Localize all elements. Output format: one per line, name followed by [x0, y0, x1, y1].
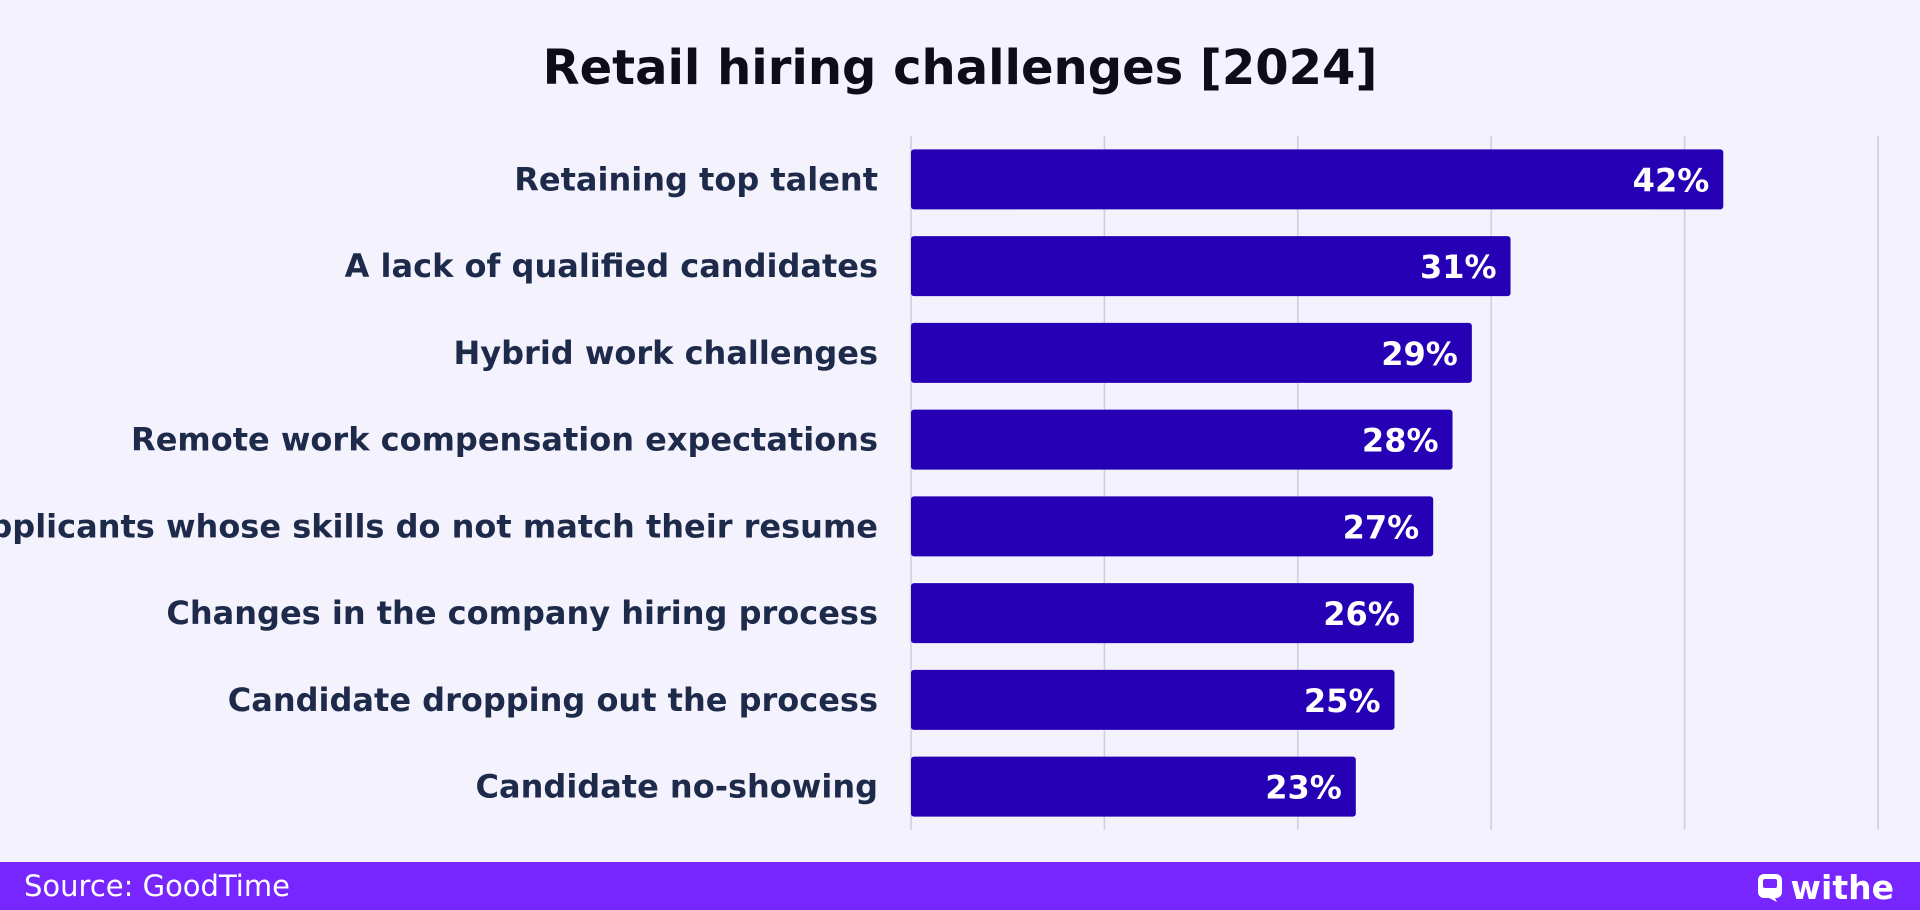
- brand-name: withe: [1790, 868, 1894, 907]
- chart-title: Retail hiring challenges [2024]: [542, 40, 1378, 96]
- value-label: 42%: [1633, 161, 1710, 199]
- bar: [911, 756, 1356, 817]
- value-labels: 42% 31% 29% 28% 27% 26% 25% 23%: [1265, 161, 1709, 806]
- category-label: Candidate no-showing: [476, 768, 878, 806]
- bar-chart: Retaining top talent A lack of qualified …: [0, 136, 1879, 830]
- category-label: Remote work compensation expectations: [131, 421, 878, 459]
- bar: [911, 236, 1511, 297]
- category-labels: Retaining top talent A lack of qualified …: [0, 160, 878, 805]
- footer-bar: Source: GoodTime withe: [0, 862, 1920, 910]
- bar: [911, 583, 1414, 644]
- value-label: 31%: [1420, 248, 1497, 286]
- bar: [911, 149, 1724, 210]
- value-label: 28%: [1362, 422, 1439, 460]
- category-label: Retaining top talent: [514, 160, 878, 198]
- category-label: A lack of qualified candidates: [345, 247, 878, 285]
- brand-logo-icon: [1757, 873, 1783, 903]
- brand: withe: [1757, 868, 1894, 907]
- bar: [911, 409, 1453, 470]
- value-label: 29%: [1381, 335, 1458, 373]
- value-label: 27%: [1343, 508, 1420, 546]
- value-label: 26%: [1323, 595, 1400, 633]
- category-label: Hybrid work challenges: [453, 334, 878, 372]
- source-text: Source: GoodTime: [24, 869, 290, 903]
- bar: [911, 322, 1472, 383]
- bar: [911, 496, 1434, 557]
- bar: [911, 669, 1395, 730]
- value-label: 25%: [1304, 682, 1381, 720]
- bars: [911, 149, 1724, 817]
- category-label: Candidate dropping out the process: [228, 681, 878, 719]
- value-label: 23%: [1265, 769, 1342, 807]
- category-label: Changes in the company hiring process: [166, 594, 878, 632]
- category-label: Applicants whose skills do not match the…: [0, 507, 878, 545]
